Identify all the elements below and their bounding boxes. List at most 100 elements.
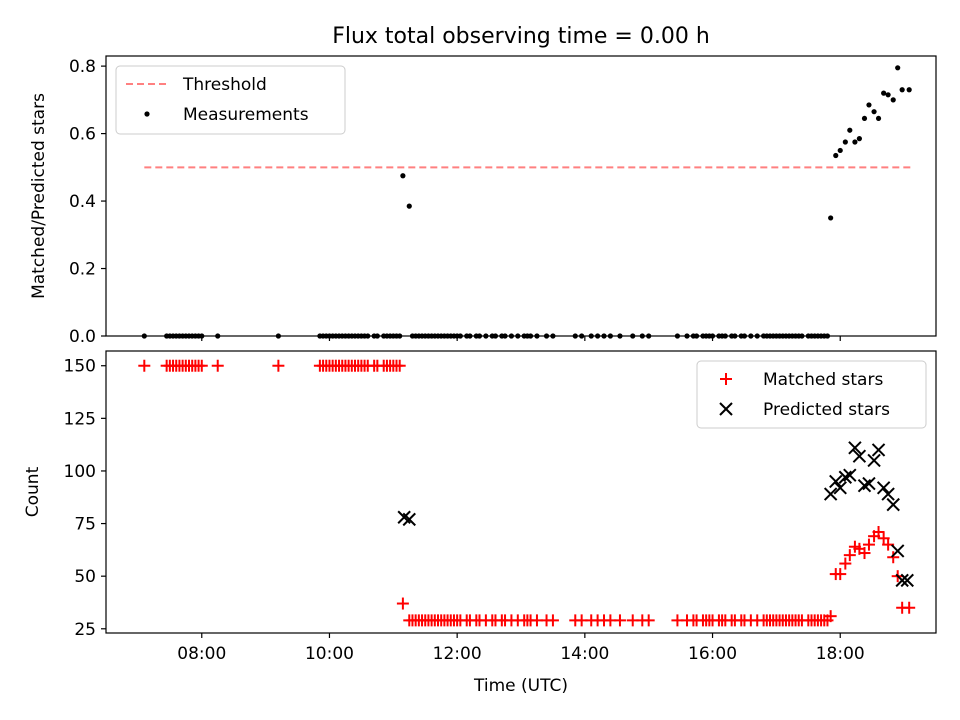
- top-y-axis-label: Matched/Predicted stars: [29, 93, 49, 299]
- matched-star-point: [887, 551, 900, 564]
- matched-star-point: [211, 359, 224, 372]
- predicted-star-marker-b: [881, 487, 895, 501]
- predicted-star-marker-b: [402, 512, 416, 527]
- predicted-star-point: [886, 497, 900, 512]
- bottom-y-tick-label: 100: [64, 462, 96, 482]
- predicted-stars-legend-swatch: [719, 402, 733, 416]
- threshold-legend-label: Threshold: [182, 75, 267, 95]
- measurement-point: [833, 152, 839, 159]
- measurement-point: [895, 65, 901, 71]
- predicted-star-point: [843, 468, 857, 482]
- bottom-x-ticks: 08:00 10:00 12:00 14:00 16:00 18:00: [177, 633, 865, 664]
- predicted-star-point: [900, 573, 914, 588]
- bottom-legend-box: [696, 360, 927, 429]
- matched-star-point: [839, 557, 852, 570]
- measurement-point: [861, 115, 868, 122]
- matched-star-point: [642, 614, 655, 627]
- predicted-star-point: [857, 478, 872, 493]
- predicted-star-marker-b: [886, 497, 900, 512]
- measurement-point: [847, 127, 853, 133]
- measurement-point: [837, 147, 843, 154]
- matched-star-point: [834, 568, 847, 581]
- top-legend: Threshold Measurements: [115, 65, 346, 135]
- measurement-point: [871, 109, 877, 115]
- predicted-star-point: [881, 487, 895, 501]
- predicted-star-marker-b: [867, 453, 881, 468]
- predicted-star-marker-b: [829, 474, 843, 489]
- predicted-star-point: [402, 512, 416, 527]
- top-y-tick-label: 0.4: [69, 192, 96, 212]
- measurement-point: [842, 139, 848, 145]
- measurement-point: [906, 87, 912, 93]
- bottom-y-tick-label: 50: [74, 567, 96, 587]
- top-axes-frame: [105, 55, 937, 337]
- predicted-star-point: [890, 544, 905, 558]
- predicted-star-marker-b: [862, 476, 876, 491]
- bottom-x-tick-label: 12:00: [433, 644, 482, 664]
- measurements-legend-label: Measurements: [183, 105, 309, 125]
- matched-star-point: [393, 359, 406, 372]
- predicted-star-point: [895, 573, 909, 588]
- predicted-star-point: [833, 481, 847, 495]
- matched-stars-legend-label: Matched stars: [763, 370, 883, 390]
- matched-star-point: [903, 601, 916, 614]
- predicted-star-marker-b: [397, 510, 411, 524]
- top-plot-area: [141, 65, 912, 339]
- top-y-ticks: 0.0 0.2 0.4 0.6 0.8: [69, 57, 841, 347]
- chart-title: Flux total observing time = 0.00 h: [332, 24, 710, 49]
- matched-star-point: [843, 549, 856, 562]
- predicted-star-point: [823, 487, 838, 501]
- predicted-star-point: [829, 474, 843, 489]
- measurement-point: [866, 102, 872, 108]
- bottom-legend: Matched stars Predicted stars: [696, 360, 927, 429]
- top-legend-box: [115, 65, 346, 135]
- predicted-star-point: [852, 449, 867, 463]
- matched-star-point: [862, 538, 875, 551]
- measurement-point: [881, 90, 887, 96]
- matched-star-point: [877, 532, 890, 545]
- bottom-y-tick-label: 75: [74, 515, 96, 535]
- predicted-star-marker-b: [890, 544, 905, 558]
- bottom-y-ticks: 25 50 75 100 125 150: [64, 357, 106, 640]
- bottom-x-tick-label: 08:00: [177, 644, 226, 664]
- top-panel: 0.0 0.2 0.4 0.6 0.8 Matched/Predicted stars: [29, 55, 937, 347]
- matched-star-point: [858, 547, 871, 560]
- matched-star-point: [195, 359, 208, 372]
- predicted-star-marker-b: [843, 468, 857, 482]
- measurement-point: [890, 97, 896, 103]
- predicted-star-point: [848, 441, 862, 455]
- predicted-star-marker-b: [900, 573, 914, 588]
- predicted-star-point: [876, 481, 891, 495]
- predicted-star-point: [871, 443, 886, 457]
- predicted-stars-legend-label: Predicted stars: [763, 400, 890, 420]
- bottom-y-axis-label: Count: [23, 466, 43, 517]
- bottom-y-tick-label: 25: [74, 620, 96, 640]
- matched-star-point: [396, 597, 409, 610]
- predicted-star-marker-b: [876, 481, 891, 495]
- bottom-x-tick-label: 16:00: [688, 644, 737, 664]
- bottom-x-tick-label: 14:00: [560, 644, 609, 664]
- predicted-star-marker-b: [895, 573, 909, 588]
- measurement-point: [885, 92, 891, 98]
- predicted-star-marker-b: [857, 478, 872, 493]
- measurement-point: [852, 139, 858, 145]
- predicted-star-marker-b: [833, 481, 847, 495]
- bottom-x-tick-label: 10:00: [305, 644, 354, 664]
- top-y-tick-label: 0.0: [69, 327, 96, 347]
- top-y-tick-label: 0.6: [69, 125, 96, 145]
- measurement-point: [828, 215, 834, 221]
- bottom-y-tick-label: 150: [64, 357, 96, 377]
- predicted-star-point: [867, 453, 881, 468]
- measurements-legend-swatch: [144, 111, 150, 117]
- predicted-star-marker-b: [823, 487, 838, 501]
- measurement-point: [400, 173, 406, 179]
- matched-star-point: [138, 359, 151, 372]
- bottom-panel: 25 50 75 100 125 150 08:00 10:00 12:00 14:00 16:0…: [23, 350, 937, 696]
- measurement-point: [875, 115, 882, 122]
- matched-star-point: [613, 614, 626, 627]
- measurement-point: [856, 136, 862, 142]
- matched-star-point: [546, 614, 559, 627]
- matched-star-point: [824, 610, 837, 623]
- bottom-axes-frame: [105, 350, 937, 634]
